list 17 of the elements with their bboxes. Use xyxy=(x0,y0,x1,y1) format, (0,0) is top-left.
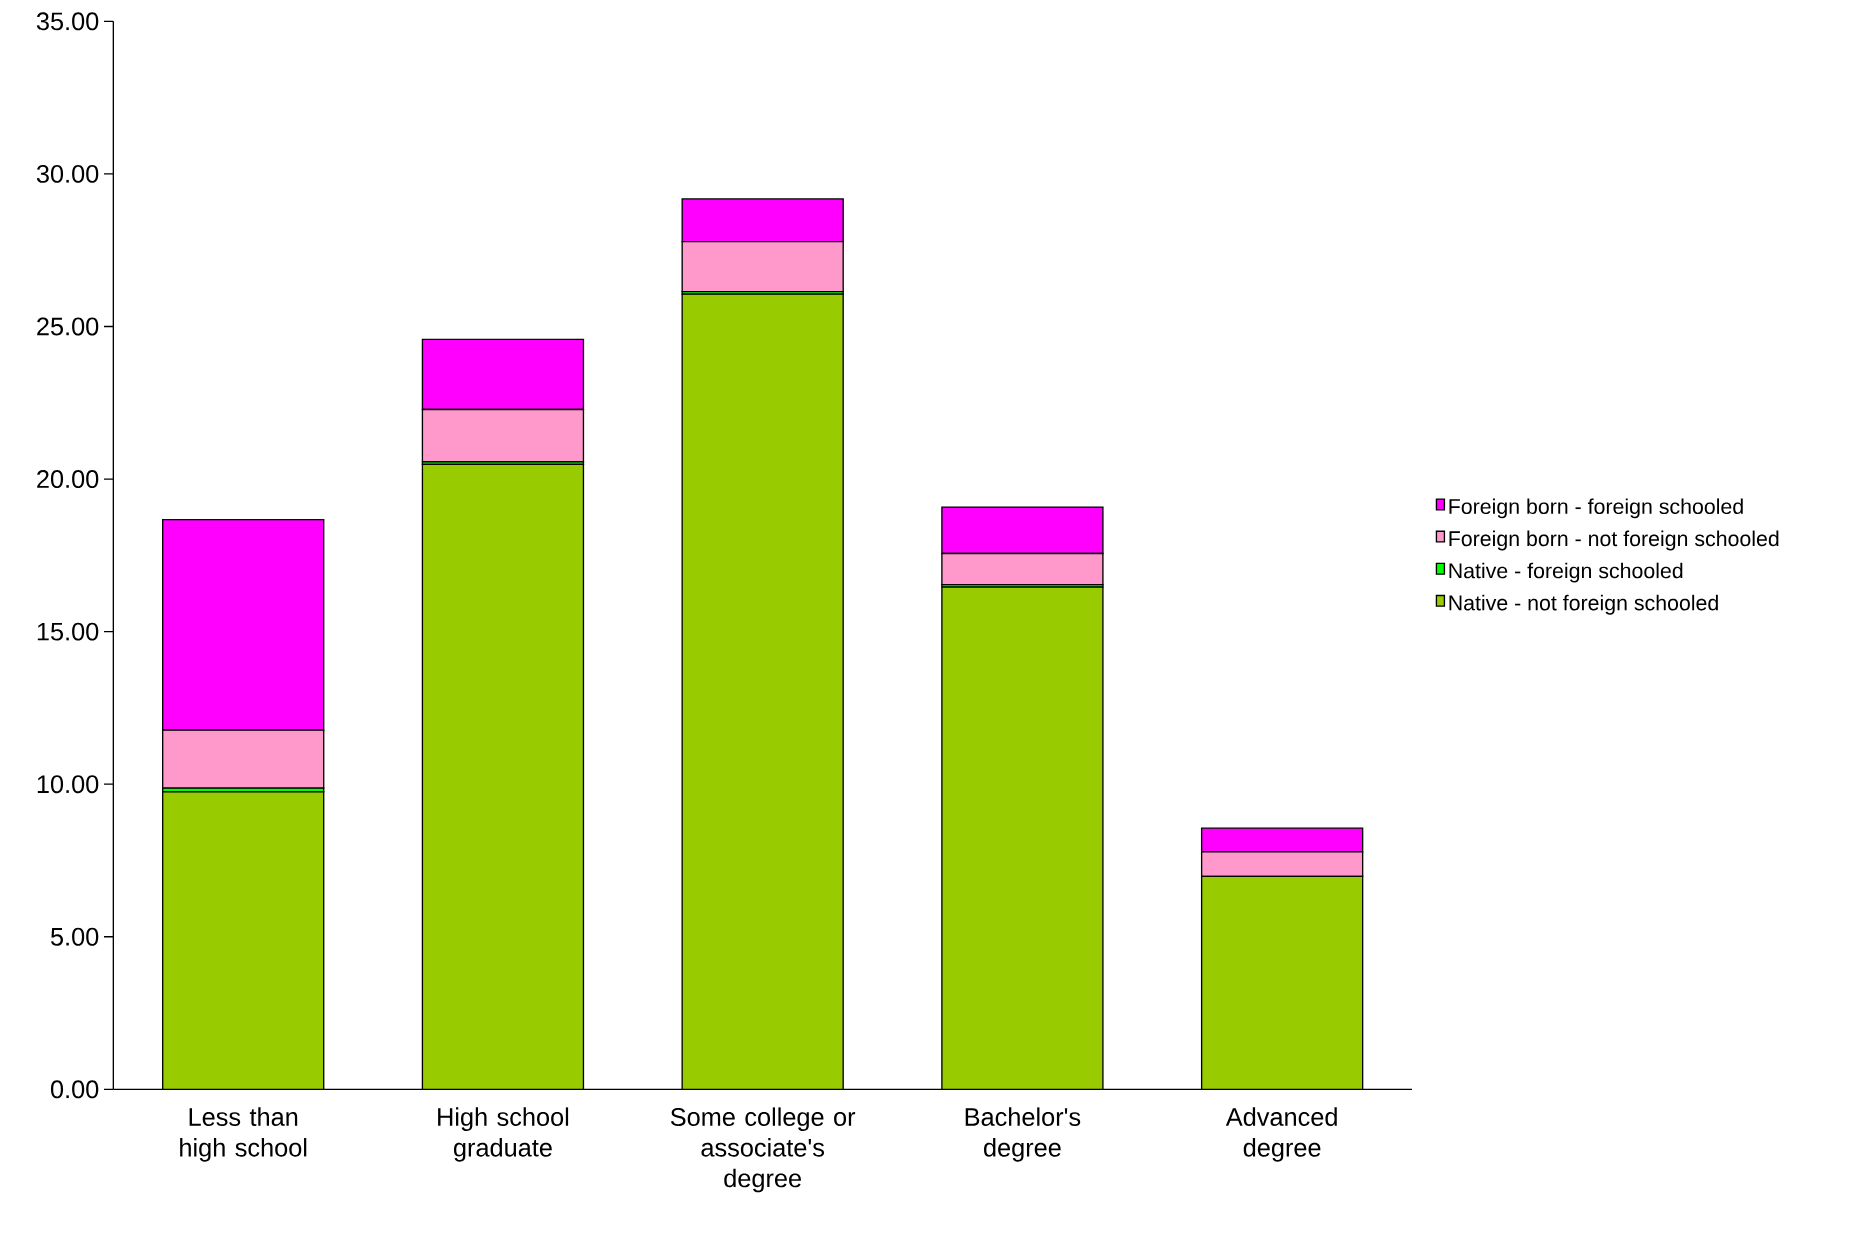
y-tick-label: 35.00 xyxy=(36,12,99,31)
y-tick-label: 0.00 xyxy=(50,1080,99,1099)
x-tick-label: Bachelor's degree xyxy=(965,1107,1081,1162)
y-tick-label: 25.00 xyxy=(37,317,99,336)
x-tick-label: Some college or associate's degree xyxy=(670,1107,856,1193)
x-tick-label: High school graduate xyxy=(438,1107,569,1162)
legend-label: Foreign born - not foreign schooled xyxy=(1449,530,1779,551)
y-tick-label: 15.00 xyxy=(37,622,99,641)
y-tick-label: 30.00 xyxy=(36,164,99,183)
y-tick-label: 5.00 xyxy=(50,927,99,946)
x-tick-label: Less than high school xyxy=(180,1107,307,1162)
legend-label: Native - foreign schooled xyxy=(1449,562,1683,583)
x-tick-label: Advanced degree xyxy=(1225,1107,1337,1162)
y-tick-label: 20.00 xyxy=(37,470,99,489)
y-tick-label: 10.00 xyxy=(37,775,99,794)
legend-label: Foreign born - foreign schooled xyxy=(1449,498,1743,519)
legend-label: Native - not foreign schooled xyxy=(1449,594,1718,615)
